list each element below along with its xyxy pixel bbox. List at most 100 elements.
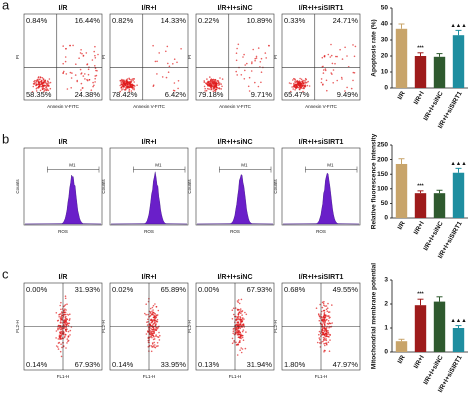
event-dot xyxy=(326,332,328,335)
x-tick-label: I/R xyxy=(397,90,407,101)
event-dot xyxy=(65,326,67,329)
bar xyxy=(414,56,427,88)
event-dot xyxy=(41,77,44,79)
event-dot xyxy=(69,334,71,336)
event-dot xyxy=(237,318,239,321)
quadrant-value: 0.14% xyxy=(26,360,48,369)
event-dot xyxy=(344,90,346,92)
significance: ▲▲▲ xyxy=(450,23,466,29)
event-dot xyxy=(323,351,325,353)
event-dot xyxy=(122,80,125,83)
event-dot xyxy=(217,84,220,86)
event-dot xyxy=(215,80,217,82)
quadrant-value: 0.22% xyxy=(198,16,220,25)
event-dot xyxy=(334,62,336,65)
x-tick-label: I/R xyxy=(397,354,407,365)
event-dot xyxy=(322,65,324,68)
event-dot xyxy=(320,78,323,80)
event-dot xyxy=(61,314,63,317)
event-dot xyxy=(323,312,326,314)
event-dot xyxy=(60,301,62,304)
event-dot xyxy=(331,304,333,306)
event-dot xyxy=(159,334,161,337)
event-dot xyxy=(243,324,245,327)
plot-title: I/R xyxy=(59,5,68,12)
event-dot xyxy=(128,77,130,80)
quadrant-value: 31.94% xyxy=(247,360,273,369)
event-dot xyxy=(180,48,182,50)
event-dot xyxy=(31,91,34,93)
event-dot xyxy=(84,73,86,75)
event-dot xyxy=(94,75,96,77)
panel-letter: c xyxy=(2,266,9,281)
event-dot xyxy=(341,78,343,80)
event-dot xyxy=(47,89,50,92)
event-dot xyxy=(237,309,239,312)
event-dot xyxy=(65,73,68,75)
event-dot xyxy=(319,338,321,341)
event-dot xyxy=(45,89,48,92)
event-dot xyxy=(40,80,43,82)
event-dot xyxy=(92,81,94,84)
quadrant-value: 0.33% xyxy=(284,16,306,25)
event-dot xyxy=(173,89,176,92)
event-dot xyxy=(81,52,83,55)
event-dot xyxy=(203,85,206,88)
plot-title: I/R+I+siNC xyxy=(217,139,252,146)
event-dot xyxy=(125,80,127,83)
event-dot xyxy=(57,346,59,348)
event-dot xyxy=(350,87,353,90)
event-dot xyxy=(58,316,60,318)
event-dot xyxy=(70,77,73,79)
event-dot xyxy=(154,303,156,305)
x-axis-label: ROS xyxy=(230,229,240,234)
quadrant-value: 9.49% xyxy=(337,90,359,99)
event-dot xyxy=(155,316,158,319)
event-dot xyxy=(66,88,69,90)
quadrant-value: 47.97% xyxy=(333,360,359,369)
event-dot xyxy=(39,89,42,92)
event-dot xyxy=(330,43,332,46)
event-dot xyxy=(324,305,326,307)
event-dot xyxy=(69,44,71,47)
event-dot xyxy=(294,81,297,84)
event-dot xyxy=(293,86,295,88)
event-dot xyxy=(324,339,326,341)
event-dot xyxy=(94,45,96,48)
event-dot xyxy=(60,321,62,324)
event-dot xyxy=(127,80,129,83)
event-dot xyxy=(244,347,247,350)
event-dot xyxy=(153,322,155,325)
event-dot xyxy=(119,90,121,93)
event-dot xyxy=(56,320,59,322)
y-axis-label: FL2-H xyxy=(15,320,20,333)
event-dot xyxy=(166,45,169,48)
event-dot xyxy=(239,316,242,319)
event-dot xyxy=(304,79,306,82)
event-dot xyxy=(152,338,155,341)
event-dot xyxy=(123,83,125,85)
event-dot xyxy=(215,86,217,88)
event-dot xyxy=(327,315,330,317)
event-dot xyxy=(235,341,237,344)
event-dot xyxy=(328,336,330,338)
event-dot xyxy=(154,323,157,326)
event-dot xyxy=(325,308,328,311)
event-dot xyxy=(145,333,148,335)
event-dot xyxy=(80,49,82,51)
event-dot xyxy=(67,324,70,327)
event-dot xyxy=(62,313,65,316)
bar xyxy=(414,305,427,352)
event-dot xyxy=(319,303,321,306)
event-dot xyxy=(59,317,62,320)
y-axis-label: Counts xyxy=(273,179,278,194)
quadrant-value: 6.42% xyxy=(165,90,187,99)
event-dot xyxy=(206,87,209,90)
event-dot xyxy=(124,89,126,91)
event-dot xyxy=(64,335,66,338)
event-dot xyxy=(38,84,41,86)
event-dot xyxy=(324,342,327,345)
event-dot xyxy=(64,297,67,300)
event-dot xyxy=(294,79,297,81)
event-dot xyxy=(44,80,46,83)
